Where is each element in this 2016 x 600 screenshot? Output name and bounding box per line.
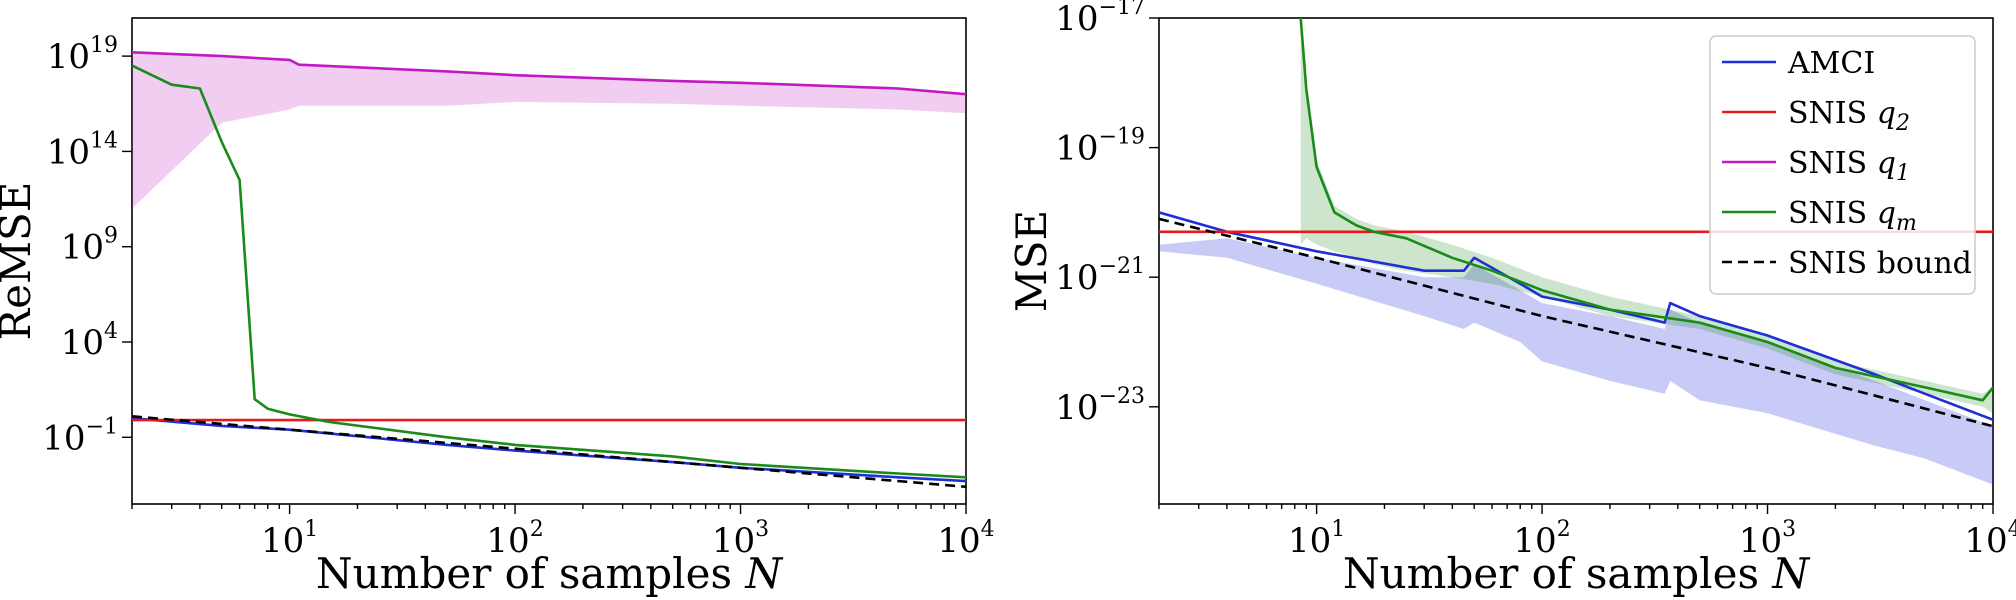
left-y-tick-label: 104 [61,319,118,363]
right-y-tick-label: 10−19 [1055,125,1145,169]
left-x-axis-label: Number of samples N [316,549,783,598]
right-band-amci [1159,238,1993,485]
left-y-tick-label: 10−1 [42,414,118,458]
legend-label: SNIS q1 [1788,146,1910,186]
right-line-snis-qm [1299,18,1993,402]
left-y-tick-label: 1019 [47,33,118,77]
right-y-tick-label: 10−17 [1055,0,1145,39]
legend-label: SNIS q2 [1788,96,1910,136]
right-x-tick-label: 101 [1288,517,1345,561]
legend-box [1709,35,1976,295]
right-y-tick-label: 10−21 [1055,254,1145,298]
legend-label: SNIS bound [1788,246,1972,281]
left-line-snis-qm [132,64,966,479]
right-line-snis-bound [1159,217,1993,428]
right-x-tick-label: 104 [1964,517,2016,561]
right-x-axis-label: Number of samples N [1343,549,1810,598]
left-plot-frame [131,17,967,505]
left-line-snis-q1 [132,51,966,96]
left-x-tick-label: 101 [261,517,318,561]
left-line-snis-bound [132,415,966,489]
right-line-amci [1159,211,1993,422]
right-y-tick-label: 10−23 [1055,384,1145,428]
right-y-axis-label: MSE [1007,210,1056,312]
right-plot-frame [1158,17,1994,505]
left-x-tick-label: 104 [937,517,994,561]
left-band-snis-q1 [132,52,966,209]
left-y-tick-label: 109 [61,224,118,268]
left-line-amci [132,416,966,483]
legend: AMCI SNIS q2 SNIS q1 SNIS qm SNIS bound [1709,35,1976,295]
legend-label: SNIS qm [1788,196,1917,236]
left-y-axis-label: ReMSE [0,182,40,341]
legend-label: AMCI [1787,46,1875,81]
left-y-tick-label: 1014 [47,128,118,172]
